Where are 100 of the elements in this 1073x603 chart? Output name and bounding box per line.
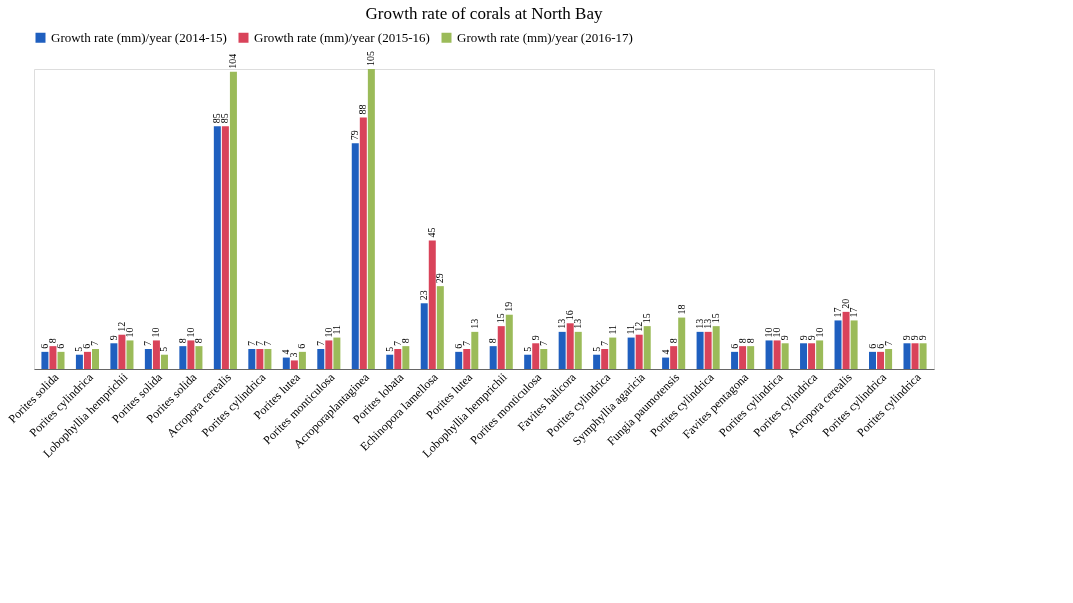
- data-label: 13: [468, 318, 480, 329]
- data-label: 11: [606, 324, 618, 335]
- bar: [816, 340, 824, 369]
- bar: [282, 357, 290, 369]
- bar: [834, 320, 842, 369]
- data-label: 7: [89, 341, 101, 346]
- data-label: 8: [192, 338, 204, 344]
- bar: [256, 349, 264, 369]
- bar: [402, 346, 410, 369]
- bar: [497, 326, 505, 369]
- data-label: 12: [115, 321, 127, 332]
- data-label: 6: [728, 343, 740, 349]
- data-label: 10: [813, 327, 825, 338]
- bar: [731, 351, 739, 369]
- bar: [57, 351, 65, 369]
- bar: [696, 331, 704, 369]
- bar: [593, 354, 601, 369]
- data-label: 88: [357, 104, 369, 115]
- data-label: 7: [314, 341, 326, 346]
- data-label: 15: [641, 313, 653, 324]
- data-label: 10: [322, 327, 334, 338]
- data-label: 10: [184, 327, 196, 338]
- data-label: 5: [383, 346, 395, 352]
- data-label: 6: [452, 343, 464, 349]
- data-label: 105: [365, 51, 377, 66]
- bar: [386, 354, 394, 369]
- bar: [126, 340, 134, 369]
- data-label: 6: [55, 343, 67, 349]
- bar: [505, 314, 513, 369]
- data-label: 6: [38, 343, 50, 349]
- data-label: 8: [176, 338, 188, 344]
- bar: [842, 311, 850, 369]
- bar: [781, 343, 789, 369]
- bar: [351, 143, 359, 369]
- bar: [118, 334, 126, 369]
- bar: [359, 117, 367, 369]
- data-label: 17: [832, 307, 844, 318]
- data-label: 5: [158, 346, 170, 352]
- data-label: 7: [882, 341, 894, 346]
- legend-label: Growth rate (mm)/year (2014-15): [51, 29, 227, 45]
- data-label: 4: [659, 349, 671, 355]
- bar: [160, 354, 168, 369]
- data-label: 8: [46, 338, 58, 344]
- bar: [91, 349, 99, 369]
- bar: [83, 351, 91, 369]
- bar: [264, 349, 272, 369]
- legend-label: Growth rate (mm)/year (2016-17): [457, 29, 633, 45]
- data-label: 7: [391, 341, 403, 346]
- bar: [919, 343, 927, 369]
- bar: [110, 343, 118, 369]
- bar: [747, 346, 755, 369]
- bar: [436, 286, 444, 369]
- chart-title: Growth rate of corals at North Bay: [365, 4, 603, 23]
- data-label: 45: [426, 227, 438, 238]
- data-label: 8: [487, 338, 499, 344]
- bar: [635, 334, 643, 369]
- bar: [800, 343, 808, 369]
- data-label: 9: [779, 335, 791, 341]
- bar: [41, 351, 49, 369]
- bar: [221, 126, 229, 369]
- data-label: 104: [227, 53, 239, 69]
- bar: [524, 354, 532, 369]
- bar: [532, 343, 540, 369]
- data-label: 8: [399, 338, 411, 344]
- bar: [317, 349, 325, 369]
- bar: [609, 337, 617, 369]
- bar: [75, 354, 83, 369]
- bar: [601, 349, 609, 369]
- bar: [179, 346, 187, 369]
- bar: [290, 360, 298, 369]
- bar: [662, 357, 670, 369]
- data-label: 5: [73, 346, 85, 352]
- bar: [428, 240, 436, 369]
- bar: [187, 340, 195, 369]
- bar: [704, 331, 712, 369]
- bar: [229, 71, 237, 369]
- bar: [195, 346, 203, 369]
- bar: [574, 331, 582, 369]
- bar: [298, 351, 306, 369]
- data-label: 6: [81, 343, 93, 349]
- data-label: 7: [142, 341, 154, 346]
- data-label: 7: [598, 341, 610, 346]
- bar: [877, 351, 885, 369]
- bar: [152, 340, 160, 369]
- bar: [455, 351, 463, 369]
- data-label: 17: [848, 307, 860, 318]
- bar: [463, 349, 471, 369]
- bar: [471, 331, 479, 369]
- data-label: 10: [150, 327, 162, 338]
- data-label: 9: [107, 335, 119, 341]
- data-label: 19: [503, 301, 515, 312]
- bar: [712, 326, 720, 369]
- bar: [739, 346, 747, 369]
- bar: [885, 349, 893, 369]
- bar: [869, 351, 877, 369]
- bar: [627, 337, 635, 369]
- bar: [333, 337, 341, 369]
- bar: [903, 343, 911, 369]
- bar: [394, 349, 402, 369]
- data-label: 9: [900, 335, 912, 341]
